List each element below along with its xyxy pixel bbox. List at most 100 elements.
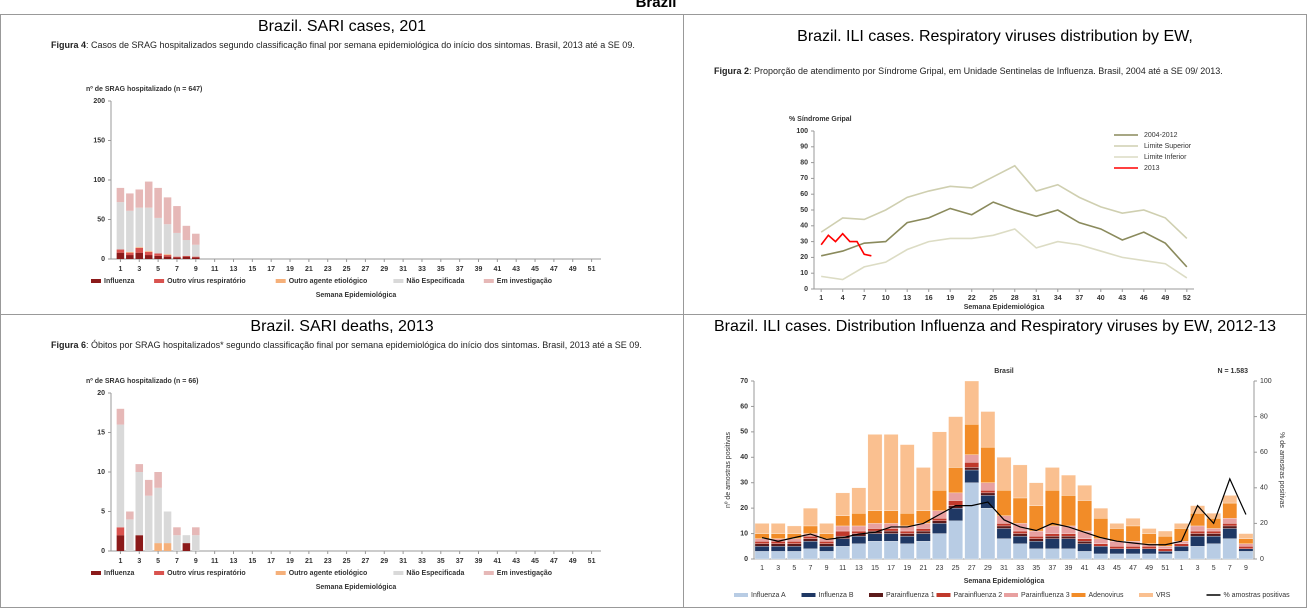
bar-segment [1061,533,1076,537]
x-tick-label: 25 [952,565,960,572]
bar-segment [899,533,915,537]
x-tick-label: 49 [569,266,577,273]
x-tick-label: 23 [324,558,332,565]
legend-label: Não Especificada [406,278,464,285]
bar-segment [1029,548,1044,560]
chart: 0 10 20 30 40 50 60 70 80 90 100 % Síndrome Gripal 1… [789,116,1194,311]
x-tick-label: 15 [871,565,879,572]
bar-segment [144,207,153,252]
bar-segment [1206,530,1221,534]
bar-segment [916,510,931,524]
bar-segment [135,189,144,208]
y-tick-label: 0 [804,286,808,293]
bar-segment [1190,533,1205,537]
panel: Brazil. ILI cases. Distribution Influenz… [683,314,1307,608]
x-tick-label: 7 [1228,565,1232,572]
bar-segment [144,251,153,256]
bar-segment [948,520,963,560]
bar-segment [1190,525,1205,532]
legend-label: Influenza A [751,592,786,599]
bar-segment [899,530,915,534]
bar-segment [1174,551,1189,560]
x-tick-label: 3 [776,565,780,572]
x-tick-label: 51 [588,558,596,565]
bar-segment [754,543,770,547]
x-tick-label: 33 [418,266,426,273]
x-tick-label: 1 [760,565,764,572]
bar-segment [932,533,947,560]
bar-segment [883,523,899,529]
bar-segment [1222,502,1238,519]
bar-segment [916,528,931,532]
y-tick-label: 90 [800,144,808,151]
bar-segment [1093,538,1109,544]
bar-segment [1077,538,1092,542]
bar-segment [1238,543,1254,547]
bar-segment [964,462,979,468]
x-tick-label: 37 [456,266,464,273]
x-tick-label: 39 [475,558,483,565]
bar-segment [126,210,134,252]
bar-segment [1174,543,1189,547]
bar-segment [1158,530,1173,537]
legend-swatch [1139,593,1153,597]
x-tick-label: 5 [1212,565,1216,572]
legend-label: Parainfluenza 1 [886,592,935,599]
bar-segment [1206,535,1221,544]
bar-segment [851,487,867,514]
legend-label: Outro agente etiológico [289,570,368,577]
x-tick-label: 1 [819,295,823,302]
legend-swatch [275,571,286,575]
bar-segment [1238,548,1254,552]
bar-segment [819,546,834,552]
y2-tick-label: 0 [1260,556,1264,563]
bar-segment [787,541,802,544]
bar-segment [163,255,172,257]
bar-segment [1045,533,1060,537]
x-tick-label: 22 [968,295,976,302]
bar-segment [1174,546,1189,552]
bar-segment [1061,535,1076,539]
y2-tick-label: 80 [1260,413,1268,420]
panel: Brazil. SARI deaths, 2013 Figura 6: Óbit… [0,314,684,608]
bar-segment [980,482,996,491]
x-tick-label: 34 [1054,295,1062,302]
bar-segment [182,256,191,259]
x-tick-label: 9 [1244,565,1248,572]
bar-segment [116,252,125,259]
bar-segment [754,523,770,534]
bar-segment [1029,538,1044,542]
bar-segment [135,207,144,248]
bar-segment [819,551,834,560]
bar-segment [1238,551,1254,560]
legend-label: % amostras positivas [1224,592,1291,599]
bar-segment [154,543,162,551]
bar-segment [126,519,134,551]
bar-segment [1109,528,1125,542]
y-tick-label: 50 [740,429,748,436]
bar-segment [1045,548,1060,560]
legend-swatch [154,571,165,575]
bar-segment [126,251,134,253]
bar-segment [1077,551,1092,560]
bar-segment [770,543,786,547]
x-tick-label: 16 [925,295,933,302]
y-tick-label: 60 [800,191,808,198]
chart: 0 50 100 150 200 nº de SRAG hospitalizado (n … [86,86,601,299]
bar-segment [173,232,181,257]
legend-label: 2004-2012 [1144,132,1178,139]
x-tick-label: 9 [194,266,198,273]
bar-segment [1141,546,1157,549]
x-tick-label: 41 [493,558,501,565]
y-tick-label: 10 [97,469,105,476]
x-tick-label: 19 [286,558,294,565]
y-tick-label: 50 [800,207,808,214]
y-tick-label: 5 [101,508,105,515]
bar-segment [1222,523,1238,527]
x-tick-label: 29 [380,558,388,565]
bar-segment [126,511,134,520]
bar-segment [1125,518,1141,527]
bar-segment [192,256,200,258]
y-tick-label: 20 [740,505,748,512]
bar-segment [1077,543,1092,552]
